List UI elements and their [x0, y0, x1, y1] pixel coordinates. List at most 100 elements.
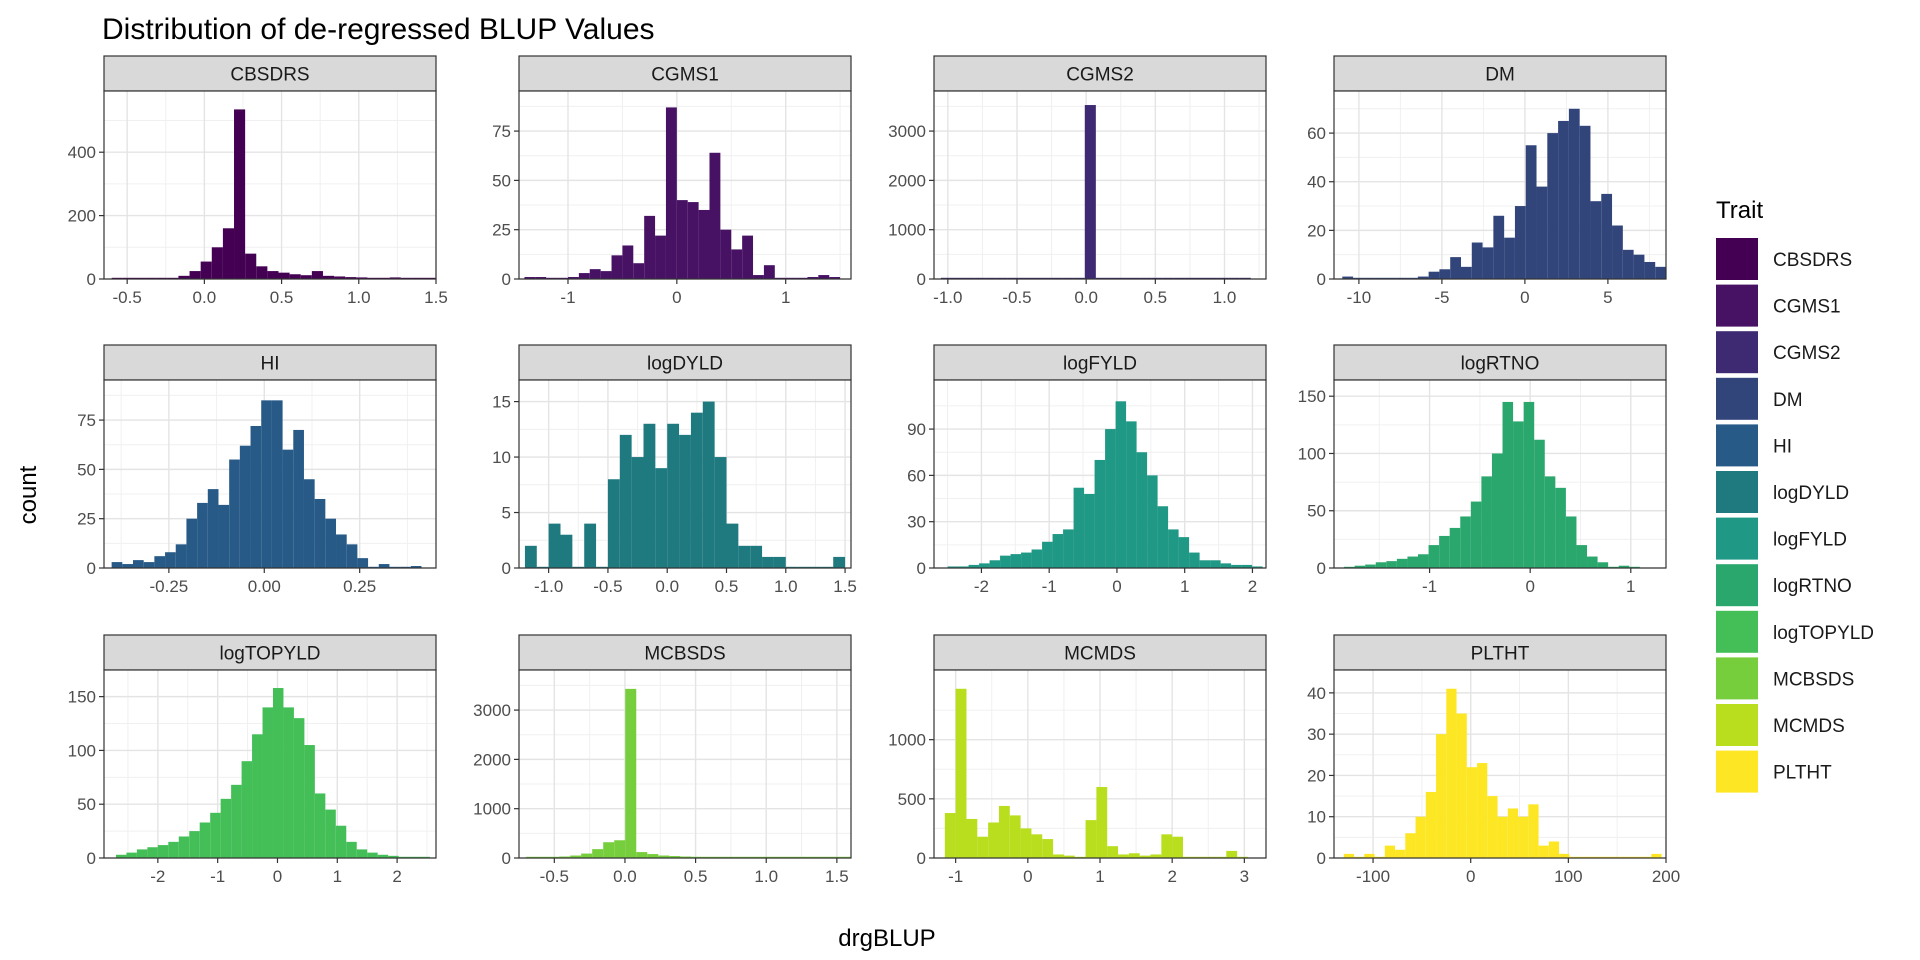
histogram-bar [1162, 277, 1174, 279]
histogram-bar [1210, 560, 1221, 568]
legend-swatch [1716, 284, 1758, 327]
histogram-bars [524, 401, 846, 568]
x-tick-label: 1 [1095, 867, 1104, 886]
histogram-bar [818, 275, 830, 279]
x-tick-label: -1.0 [534, 577, 563, 596]
y-axis-ticks: 0 1000 2000 3000 [473, 701, 519, 868]
histogram-bar [210, 812, 221, 858]
y-tick-label: 75 [492, 122, 511, 141]
histogram-bar [698, 209, 710, 279]
histogram-bar [1105, 429, 1116, 568]
x-tick-label: 3 [1240, 867, 1249, 886]
histogram-bar [1073, 277, 1085, 279]
histogram-bar [377, 854, 389, 858]
histogram-bar [1428, 545, 1440, 568]
legend-item: CBSDRS [1716, 238, 1852, 280]
legend-swatch [1716, 610, 1758, 653]
histogram-bar [199, 822, 211, 858]
histogram-bar [1655, 266, 1666, 279]
histogram-bar [1644, 261, 1656, 279]
histogram-bars [940, 105, 1251, 280]
histogram-bar [167, 277, 179, 279]
histogram-bar [1450, 257, 1461, 279]
histogram-bar [293, 718, 305, 858]
histogram-bar [1407, 556, 1419, 568]
gridlines [934, 91, 1266, 280]
y-tick-label: 20 [1307, 766, 1326, 785]
histogram-bar [1576, 545, 1588, 568]
x-tick-label: 0.25 [343, 577, 376, 596]
x-tick-label: -1 [948, 867, 963, 886]
histogram-bar [1536, 186, 1548, 279]
y-tick-label: 40 [1307, 173, 1326, 192]
histogram-bar [1497, 816, 1508, 858]
x-tick-label: -5 [1434, 288, 1449, 307]
histogram-bar [655, 235, 666, 279]
histogram-bar [143, 562, 155, 568]
histogram-bar [1525, 145, 1537, 279]
histogram-bar [346, 544, 358, 568]
histogram-bar [1094, 459, 1106, 568]
histogram-bar [581, 853, 593, 858]
histogram-bar [1384, 845, 1396, 858]
strip-background [518, 55, 852, 92]
histogram-bar [218, 504, 230, 568]
x-axis-title: drgBLUP [838, 925, 935, 952]
histogram-bar [658, 855, 670, 858]
histogram-bar [1407, 277, 1418, 279]
histogram-bar [222, 228, 235, 279]
histogram-bar [1140, 277, 1152, 279]
y-tick-label: 0 [502, 270, 511, 289]
panel-border [518, 669, 852, 859]
histogram-bar [559, 856, 571, 858]
strip-label: logDYLD [647, 354, 723, 375]
x-tick-label: 1 [1626, 577, 1635, 596]
histogram-bar [1449, 527, 1461, 568]
histogram-bar [1417, 276, 1429, 279]
histogram-bar [979, 563, 990, 568]
panel-border [103, 90, 437, 280]
histogram-bar [726, 523, 739, 568]
histogram-bar [272, 688, 284, 858]
x-tick-label: 1 [781, 288, 790, 307]
histogram-bar [111, 562, 123, 568]
histogram-bar [567, 277, 579, 279]
histogram-bar [963, 277, 975, 279]
y-axis-ticks: 0 500 1000 [888, 731, 934, 868]
y-tick-label: 30 [1307, 725, 1326, 744]
panel-logTOPYLD: logTOPYLD 0 50 100 150 -2 -1 0 1 2 [68, 634, 437, 886]
histogram-bar [833, 556, 846, 568]
histogram-bar [667, 423, 680, 568]
panel-border [103, 669, 437, 859]
histogram-bar [774, 277, 786, 279]
histogram-bar [709, 152, 721, 279]
x-tick-label: 0 [1525, 577, 1534, 596]
legend-label: MCBSDS [1773, 669, 1854, 690]
panel-PLTHT: PLTHT 0 10 20 30 40 -100 0 100 200 [1307, 634, 1680, 886]
y-tick-label: 0 [1317, 270, 1326, 289]
histogram-bar [346, 841, 357, 858]
legend-label: CGMS2 [1773, 343, 1841, 364]
legend-label: DM [1773, 390, 1803, 411]
histogram-bar [256, 266, 268, 279]
y-tick-label: 1000 [473, 800, 511, 819]
histogram-bar [252, 734, 263, 858]
histogram-bar [1514, 206, 1526, 279]
legend-label: logTOPYLD [1773, 623, 1874, 644]
y-tick-label: 0 [87, 559, 96, 578]
panel-border [933, 379, 1267, 569]
histogram-bar [126, 852, 137, 858]
plot-background [519, 670, 851, 858]
histogram-bar [282, 449, 294, 568]
histogram-bar [1095, 277, 1107, 279]
histogram-bar [557, 277, 568, 279]
legend-swatch [1716, 657, 1758, 700]
histogram-bar [655, 468, 668, 568]
y-axis-ticks: 0 50 100 150 [1298, 387, 1334, 578]
legend-swatch [1716, 704, 1758, 746]
histogram-bar [189, 831, 200, 858]
histogram-bar [262, 707, 273, 858]
histogram-bar [1504, 237, 1515, 279]
histogram-bar [1555, 487, 1566, 568]
histogram-bar [1178, 537, 1190, 568]
